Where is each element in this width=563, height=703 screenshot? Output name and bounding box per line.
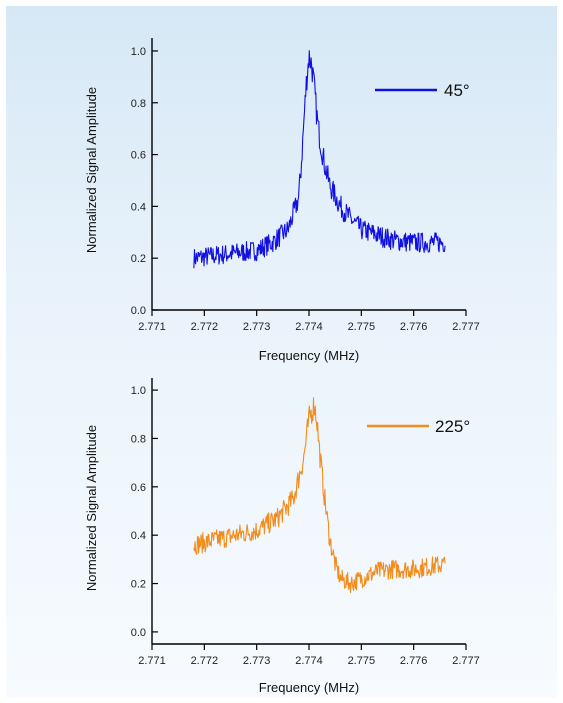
y-tick-label: 0.8 <box>131 98 146 110</box>
x-tick-label: 2.775 <box>348 321 376 333</box>
y-tick-label: 0.2 <box>131 253 146 265</box>
x-tick-label: 2.773 <box>243 321 271 333</box>
chart-top: Normalized Signal Amplitude 0.0 0.2 0.4 0.6… <box>84 38 480 363</box>
x-tick-label: 2.773 <box>243 655 271 667</box>
x-tick-label: 2.771 <box>138 655 166 667</box>
x-tick-label: 2.774 <box>295 655 323 667</box>
y-tick-label: 0.2 <box>131 579 146 591</box>
y-tick-label: 1.0 <box>131 385 146 397</box>
x-tick-label: 2.777 <box>452 321 480 333</box>
x-tick-label: 2.772 <box>191 655 219 667</box>
chart-bottom: Normalized Signal Amplitude 0.0 0.2 0.4 0.6… <box>84 378 480 695</box>
x-tick-label: 2.772 <box>191 321 219 333</box>
x-tick-label: 2.776 <box>400 321 428 333</box>
x-tick-label: 2.771 <box>138 321 166 333</box>
y-tick-label: 0.0 <box>131 305 146 317</box>
y-tick-label: 1.0 <box>131 46 146 58</box>
x-tick-label: 2.775 <box>348 655 376 667</box>
series-line-0 <box>193 397 446 594</box>
y-tick-label: 0.6 <box>131 482 146 494</box>
chart-top-xlabel: Frequency (MHz) <box>259 348 359 363</box>
x-tick-label: 2.777 <box>452 655 480 667</box>
chart-bottom-legend-label: 225° <box>435 417 470 436</box>
y-tick-label: 0.4 <box>131 201 146 213</box>
series-line-0 <box>193 50 446 269</box>
chart-bottom-xlabel: Frequency (MHz) <box>259 680 359 695</box>
chart-top-ylabel: Normalized Signal Amplitude <box>84 87 99 253</box>
chart-bottom-ylabel: Normalized Signal Amplitude <box>84 425 99 591</box>
x-tick-label: 2.776 <box>400 655 428 667</box>
y-tick-label: 0.0 <box>131 627 146 639</box>
y-tick-label: 0.8 <box>131 433 146 445</box>
y-tick-label: 0.4 <box>131 530 146 542</box>
chart-top-legend-label: 45° <box>444 81 470 100</box>
figure-background <box>6 6 557 698</box>
x-tick-label: 2.774 <box>295 321 323 333</box>
y-tick-label: 0.6 <box>131 150 146 162</box>
